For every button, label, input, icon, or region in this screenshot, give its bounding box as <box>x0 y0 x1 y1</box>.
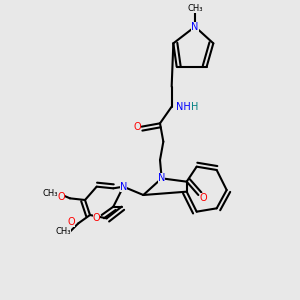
Text: O: O <box>68 217 76 227</box>
Text: CH₃: CH₃ <box>42 189 58 198</box>
Text: O: O <box>93 213 100 223</box>
Text: CH₃: CH₃ <box>56 227 71 236</box>
Text: N: N <box>158 173 165 183</box>
Text: O: O <box>58 192 65 202</box>
Text: CH₃: CH₃ <box>187 4 203 13</box>
Text: N: N <box>120 182 127 192</box>
Text: NH: NH <box>176 102 191 112</box>
Text: O: O <box>200 193 207 203</box>
Text: N: N <box>191 22 199 32</box>
Text: H: H <box>191 102 199 112</box>
Text: O: O <box>134 122 142 132</box>
